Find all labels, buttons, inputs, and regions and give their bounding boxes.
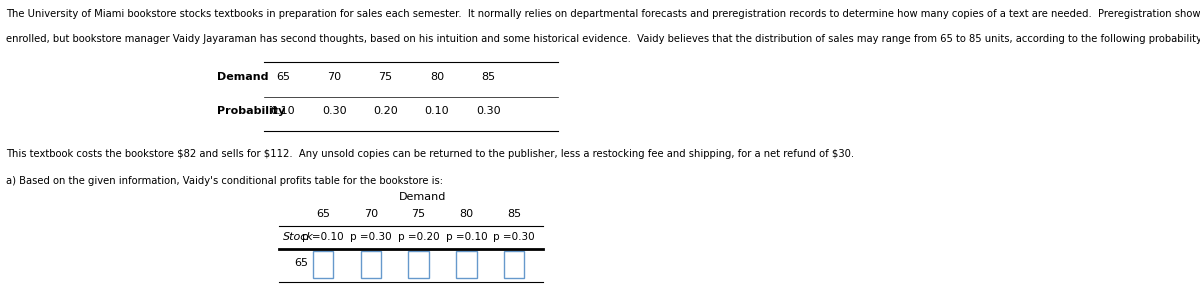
Text: 70: 70 bbox=[364, 209, 378, 220]
Text: 85: 85 bbox=[508, 209, 521, 220]
Text: Demand: Demand bbox=[398, 192, 446, 202]
Text: 80: 80 bbox=[430, 72, 444, 82]
Text: The University of Miami bookstore stocks textbooks in preparation for sales each: The University of Miami bookstore stocks… bbox=[6, 9, 1200, 18]
Text: 65: 65 bbox=[276, 72, 289, 82]
Text: p =0.20: p =0.20 bbox=[398, 232, 439, 242]
Text: 70: 70 bbox=[328, 72, 341, 82]
Text: 75: 75 bbox=[412, 209, 426, 220]
Text: Stock: Stock bbox=[283, 232, 313, 242]
Text: 75: 75 bbox=[378, 72, 392, 82]
FancyBboxPatch shape bbox=[408, 251, 428, 278]
Text: 0.20: 0.20 bbox=[373, 106, 398, 116]
FancyBboxPatch shape bbox=[504, 251, 524, 278]
Text: p =0.30: p =0.30 bbox=[350, 232, 391, 242]
Text: This textbook costs the bookstore $82 and sells for $112.  Any unsold copies can: This textbook costs the bookstore $82 an… bbox=[6, 149, 854, 159]
Text: p =0.10: p =0.10 bbox=[302, 232, 344, 242]
Text: enrolled, but bookstore manager Vaidy Jayaraman has second thoughts, based on hi: enrolled, but bookstore manager Vaidy Ja… bbox=[6, 34, 1200, 44]
Text: 85: 85 bbox=[481, 72, 496, 82]
Text: Demand: Demand bbox=[217, 72, 268, 82]
Text: p =0.30: p =0.30 bbox=[493, 232, 535, 242]
Text: Probability: Probability bbox=[217, 106, 284, 116]
Text: 0.10: 0.10 bbox=[270, 106, 295, 116]
FancyBboxPatch shape bbox=[456, 251, 476, 278]
FancyBboxPatch shape bbox=[313, 251, 334, 278]
Text: 0.30: 0.30 bbox=[476, 106, 500, 116]
FancyBboxPatch shape bbox=[361, 251, 382, 278]
Text: 80: 80 bbox=[460, 209, 474, 220]
Text: p =0.10: p =0.10 bbox=[445, 232, 487, 242]
Text: 65: 65 bbox=[316, 209, 330, 220]
Text: 0.30: 0.30 bbox=[322, 106, 347, 116]
Text: a) Based on the given information, Vaidy's conditional profits table for the boo: a) Based on the given information, Vaidy… bbox=[6, 176, 443, 186]
Text: 0.10: 0.10 bbox=[425, 106, 449, 116]
Text: 65: 65 bbox=[294, 258, 308, 268]
